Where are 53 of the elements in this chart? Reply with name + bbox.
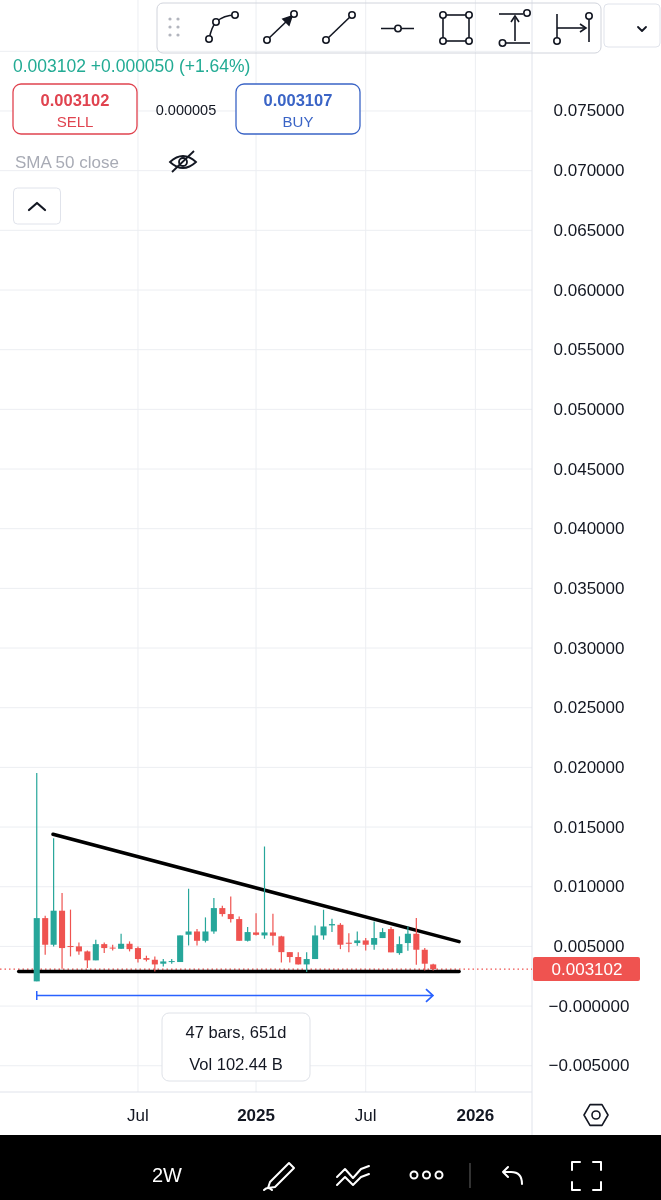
- candlestick: [320, 909, 327, 941]
- annotation: 0.003107: [263, 91, 333, 109]
- annotation: 0.003102: [40, 91, 110, 109]
- candlestick: [337, 922, 344, 950]
- candlestick: [396, 935, 403, 956]
- y-tick-label: −0.000000: [548, 996, 630, 1016]
- candlestick: [185, 888, 192, 947]
- candlestick: [278, 935, 285, 963]
- x-tick-label: 2026: [456, 1105, 495, 1125]
- candlestick: [67, 909, 74, 958]
- candlestick: [210, 897, 217, 935]
- y-tick-label: 0.060000: [553, 280, 625, 300]
- annotation: 0.000005: [155, 102, 217, 118]
- y-tick-label: 0.030000: [553, 638, 625, 658]
- y-tick-label: 0.075000: [553, 101, 625, 121]
- annotation: SMA 50 close: [15, 152, 119, 172]
- candlestick: [261, 845, 268, 940]
- y-tick-label: 0.010000: [553, 877, 625, 897]
- y-tick-label: 0.020000: [553, 757, 625, 777]
- candlestick: [371, 920, 378, 951]
- text: 0.003102 +0.000050 (+1.64%): [13, 56, 251, 76]
- x-tick-label: Jul: [354, 1105, 377, 1125]
- candlestick: [75, 941, 82, 956]
- y-tick-label: 0.055000: [553, 340, 625, 360]
- annotation: SELL: [56, 112, 94, 130]
- y-tick-label: 0.070000: [553, 161, 625, 181]
- x-tick-label: 2025: [237, 1105, 275, 1125]
- annotation: BUY: [282, 112, 314, 130]
- candlestick: [303, 951, 310, 973]
- y-tick-label: 0.015000: [553, 817, 625, 837]
- annotation: 47 bars, 651d: [185, 1023, 287, 1041]
- y-tick-label: 0.005000: [553, 936, 625, 956]
- candlestick: [312, 924, 319, 960]
- y-tick-label: −0.005000: [548, 1056, 630, 1076]
- candlestick: [227, 895, 234, 924]
- x-tick-label: Jul: [127, 1105, 149, 1125]
- ref-line-label: 0.003102: [551, 959, 623, 979]
- candlestick: [413, 917, 420, 966]
- y-tick-label: 0.065000: [553, 220, 625, 240]
- y-tick-label: 0.050000: [553, 399, 625, 419]
- candlestick: [387, 926, 395, 953]
- y-tick-label: 0.035000: [553, 578, 625, 598]
- y-tick-label: 0.045000: [553, 459, 625, 479]
- candlestick: [236, 915, 243, 942]
- annotation: Vol 102.44 B: [189, 1055, 283, 1073]
- candlestick: [118, 933, 125, 950]
- text: 2W: [152, 1164, 183, 1186]
- y-tick-label: 0.040000: [553, 519, 625, 539]
- candlestick: [404, 925, 411, 952]
- candlestick: [202, 916, 209, 944]
- candlestick: [269, 913, 276, 947]
- y-tick-label: 0.025000: [553, 698, 625, 718]
- price-tag: 0.003102: [533, 957, 640, 982]
